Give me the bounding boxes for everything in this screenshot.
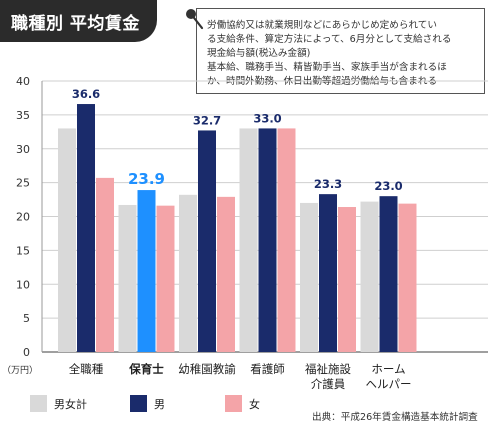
- bar-total: [239, 128, 258, 352]
- data-label: 23.0: [374, 179, 402, 193]
- legend-swatch: [30, 395, 47, 412]
- x-tick-label: 福祉施設: [305, 362, 351, 376]
- bar-male: [77, 104, 95, 352]
- y-tick-label: 30: [16, 143, 30, 156]
- chart-title: 職種別 平均賃金: [11, 14, 140, 34]
- note-line: 基本給、職務手当、精皆勤手当、家族手当が含まれるほ: [207, 62, 447, 73]
- y-tick-label: 15: [16, 244, 30, 257]
- note-line: 現金給与額(税込み金額): [207, 48, 311, 59]
- bar-total: [58, 128, 76, 352]
- y-tick-label: 40: [16, 75, 30, 88]
- x-tick-label: ヘルパー: [366, 377, 412, 391]
- note-line: 労働協約又は就業規則などにあらかじめ定められてい: [207, 20, 437, 31]
- note-box: 労働協約又は就業規則などにあらかじめ定められてい る支給条件、算定方法によって、…: [196, 8, 485, 94]
- bar-male: [137, 190, 156, 352]
- pushpin-icon: [186, 9, 204, 30]
- bar-female: [217, 196, 235, 352]
- bar-total: [300, 202, 318, 352]
- bar-female: [96, 177, 114, 352]
- data-label: 33.0: [253, 111, 281, 125]
- data-label: 32.7: [193, 113, 221, 127]
- y-tick-label: 10: [16, 278, 30, 291]
- legend-swatch: [130, 395, 147, 412]
- bar-male: [379, 196, 398, 352]
- legend-label: 女: [249, 397, 260, 411]
- bar-female: [398, 203, 417, 352]
- bar-total: [360, 201, 379, 352]
- legend-swatch: [225, 395, 242, 412]
- bar-female: [338, 207, 356, 352]
- y-tick-label: 25: [16, 177, 30, 190]
- bar-female: [277, 128, 296, 352]
- x-tick-label: 介護員: [311, 377, 346, 391]
- data-label: 23.9: [128, 170, 165, 188]
- source-citation: 出典：平成26年賃金構造基本統計調査: [312, 412, 478, 423]
- note-line: る支給条件、算定方法によって、6月分として支給される: [207, 34, 452, 45]
- bar-total: [118, 204, 137, 352]
- y-tick-label: 0: [23, 346, 30, 359]
- x-tick-label: ホーム: [371, 362, 405, 376]
- data-label: 36.6: [72, 87, 100, 101]
- x-tick-label: 看護師: [250, 362, 285, 376]
- bar-male: [198, 130, 216, 352]
- legend-label: 男女計: [54, 397, 87, 411]
- x-tick-label: 幼稚園教諭: [178, 362, 236, 376]
- title-banner: 職種別 平均賃金: [0, 0, 157, 42]
- bar-male: [319, 194, 337, 352]
- y-tick-label: 35: [16, 109, 30, 122]
- y-tick-label: 20: [16, 211, 30, 224]
- x-tick-label: 保育士: [128, 362, 164, 376]
- data-label: 23.3: [314, 177, 342, 191]
- y-tick-label: 5: [23, 312, 30, 325]
- bar-male: [258, 128, 277, 352]
- legend-label: 男: [154, 398, 165, 411]
- bar-female: [156, 205, 175, 352]
- x-tick-label: 全職種: [69, 362, 104, 376]
- y-unit-label: （万円）: [2, 365, 38, 376]
- bar-total: [179, 194, 197, 352]
